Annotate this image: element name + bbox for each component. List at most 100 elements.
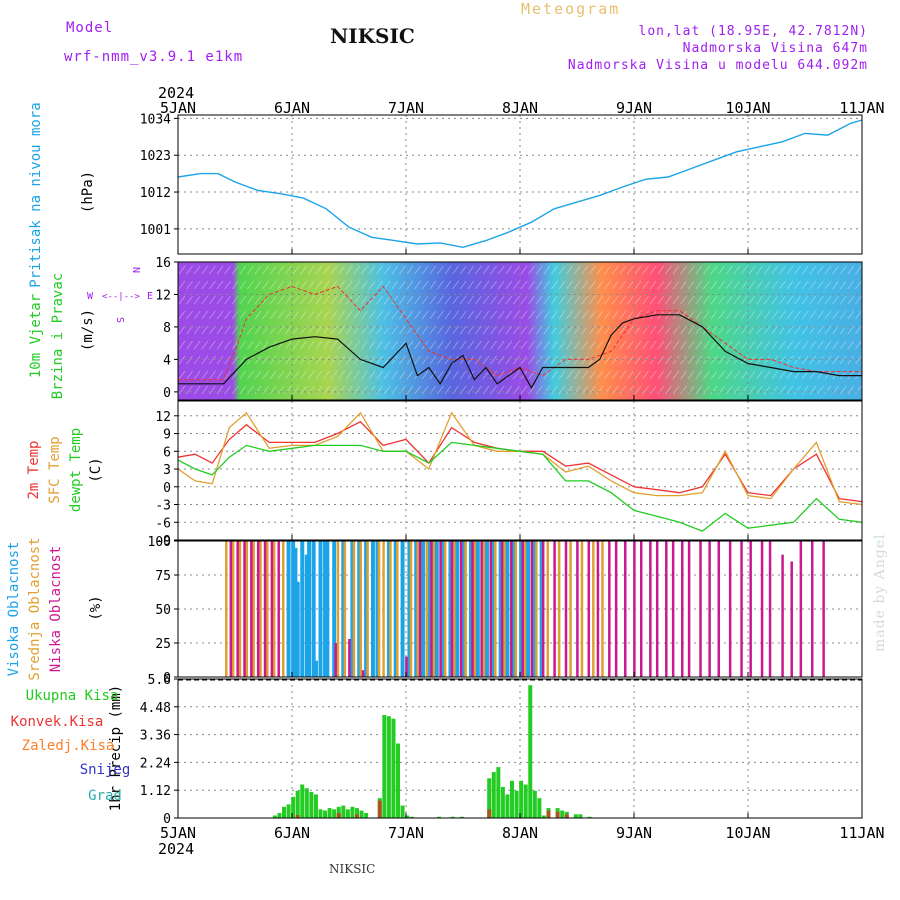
wind-barb [490,370,498,380]
cloud-mid-bar [343,541,347,677]
wind-barb [794,370,801,380]
wind-barb [619,340,627,350]
watermark: made by Angel [872,533,888,653]
wind-barb [513,325,520,335]
wind-barb [216,385,224,395]
wind-barb [725,340,733,350]
precip-legend-1: Konvek.Kisa [11,714,104,730]
cloud-low-bar [671,541,675,677]
wind-barb [687,280,695,290]
wind-barb [436,385,444,395]
wind-barb [794,340,801,350]
wind-barb [543,340,551,350]
wind-barb [459,295,467,305]
wind-barb [459,280,467,290]
wind-barb [855,310,862,320]
wind-barb [360,265,368,275]
wind-barb [832,265,839,275]
rain-total-bar [409,816,414,818]
wind-barb [398,340,406,350]
wind-barb [832,280,839,290]
wind-barb [824,385,832,395]
wind-barb [665,280,672,290]
wind-barb [467,355,475,365]
wind-barb [224,355,232,365]
wind-barb [558,370,566,380]
wind-barb [649,370,657,380]
wind-barb [360,310,368,320]
wind-barb [832,295,839,305]
wind-barb [406,295,414,305]
wind-barb [360,385,368,395]
cloud-high-bar [386,541,391,677]
wind-barb [551,385,558,395]
clouds-ytick-label: 50 [155,603,171,618]
wind-barb [627,280,634,290]
wind-barb [269,385,277,395]
wind-barb [391,280,399,290]
clouds-ytick-label: 0 [163,671,171,686]
cloud-low-bar [418,541,422,677]
wind-barb [262,295,270,305]
wind-barb [725,355,733,365]
wind-ytick-label: 4 [163,353,171,368]
pressure-frame [177,114,863,255]
wind-barb [452,340,460,350]
wind-barb [315,370,323,380]
wind-barb [360,340,368,350]
wind-barb [231,325,239,335]
wind-barb [551,310,558,320]
wind-barb [748,295,756,305]
wind-barb [824,280,832,290]
wind-barb [429,370,437,380]
cloud-high-bar [434,541,439,677]
wind-barb [345,370,353,380]
wind-barb [649,295,657,305]
wind-barb [398,355,406,365]
wind-barb [855,325,862,335]
wind-barb [596,280,604,290]
rain-conv-bar [555,811,560,818]
temperature-ytick-label: -9 [155,534,171,549]
wind-barb [824,295,832,305]
rain-total-bar [573,814,578,818]
wind-barb [406,280,414,290]
wind-barb [330,385,338,395]
wind-barb [414,295,422,305]
wind-barb [239,310,247,320]
wind-barb [482,295,490,305]
wind-barb [315,295,323,305]
wind-barb [680,355,687,365]
rain-total-bar [359,810,364,818]
cloud-mid-bar [546,541,549,677]
rain-conv-bar [564,814,569,818]
wind-barb [566,310,573,320]
cloud-mid-bar [238,541,242,677]
wind-barb [208,295,216,305]
wind-barb [307,310,315,320]
wind-barb [436,355,444,365]
wind-barb [801,340,809,350]
wind-barb [292,310,300,320]
wind-barb [627,385,634,395]
wind-barb [376,340,384,350]
cloud-low-bar [471,541,474,677]
wind-barb [224,370,232,380]
pressure-ylabel: Pritisak na nivou mora [28,102,44,287]
cloud-low-bar [270,541,274,677]
wind-barb [756,310,763,320]
rain-total-bar [272,815,277,818]
wind-barb [627,310,634,320]
wind-barb [801,370,809,380]
wind-barb [482,355,490,365]
wind-barb [771,310,779,320]
temp-line-1 [177,411,863,506]
wind-barb [414,280,422,290]
year-label-bottom: 2024 [158,840,194,858]
wind-barb [809,280,817,290]
wind-barb [452,265,460,275]
lonlat-readout: lon,lat (18.95E, 42.7812N) [638,24,868,39]
wind-barb [535,265,543,275]
wind-barb [239,295,247,305]
